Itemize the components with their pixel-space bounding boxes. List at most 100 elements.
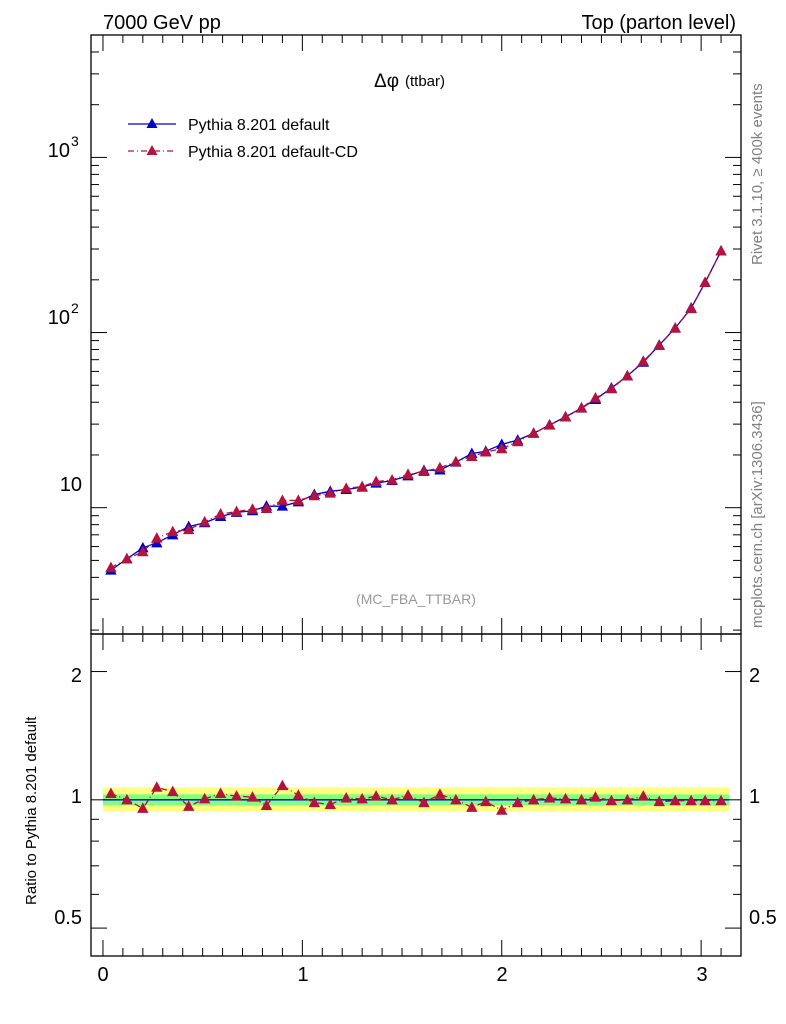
main-panel: 10 10 2 10 3 Δφ (ttbar) (MC_FBA_TTBAR) P… bbox=[48, 34, 742, 635]
series-cd-point bbox=[121, 552, 133, 564]
ratio-cd-point bbox=[559, 792, 572, 804]
ratio-data-layer bbox=[102, 779, 730, 815]
ratio-ytick-labels-right: 0.5 1 2 bbox=[749, 665, 777, 929]
series-cd-point bbox=[653, 339, 665, 350]
series-cd-point bbox=[434, 461, 446, 473]
main-ytick-label-3: 10 bbox=[48, 140, 70, 162]
series-cd-point bbox=[715, 245, 727, 256]
ratio-cd-point bbox=[543, 791, 556, 803]
side-text-top: Rivet 3.1.10, ≥ 400k events bbox=[749, 83, 766, 265]
ratio-cd-point bbox=[434, 788, 446, 799]
series-cd-line bbox=[110, 250, 722, 569]
header-left: 7000 GeV pp bbox=[103, 12, 221, 34]
ratio-cd-point bbox=[496, 804, 508, 815]
ratio-axis-ticks bbox=[91, 634, 742, 956]
ratio-cd-point bbox=[669, 794, 681, 806]
main-ytick-label-2: 10 bbox=[48, 307, 70, 329]
ratio-cd-point bbox=[511, 796, 524, 808]
ratio-cd-point bbox=[480, 795, 492, 807]
ratio-cd-point bbox=[466, 801, 478, 812]
main-data-layer bbox=[105, 245, 727, 575]
series-cd-point bbox=[198, 515, 211, 527]
xtick-label-2: 2 bbox=[496, 964, 507, 986]
ratio-cd-point bbox=[418, 796, 430, 808]
series-cd-point bbox=[105, 561, 117, 573]
series-cd-point bbox=[685, 302, 697, 314]
series-cd-point bbox=[605, 382, 618, 394]
xtick-label-0: 0 bbox=[97, 964, 108, 986]
ratio-ytick-right-0-5: 0.5 bbox=[749, 907, 777, 929]
series-default-point bbox=[276, 500, 289, 511]
ratio-ytick-left-1: 1 bbox=[71, 786, 82, 808]
ratio-cd-point bbox=[198, 792, 211, 804]
series-cd-point bbox=[370, 475, 382, 487]
series-cd-point bbox=[450, 455, 462, 467]
legend: Pythia 8.201 default Pythia 8.201 defaul… bbox=[128, 117, 358, 161]
ratio-cd-point bbox=[167, 785, 179, 797]
ratio-cd-point bbox=[402, 789, 414, 800]
series-cd-point bbox=[402, 468, 414, 479]
plot-subtitle: (ttbar) bbox=[405, 73, 445, 90]
series-cd-point bbox=[637, 355, 650, 366]
ratio-cd-point bbox=[182, 800, 195, 811]
ratio-cd-point bbox=[340, 791, 352, 803]
series-cd-point bbox=[480, 445, 492, 457]
series-cd-point bbox=[356, 480, 368, 492]
ratio-panel: 0.5 1 2 0.5 1 2 0 1 2 3 Ratio to Pythia … bbox=[23, 633, 777, 986]
ratio-cd-point bbox=[151, 781, 163, 792]
ratio-cd-point bbox=[685, 794, 697, 806]
legend-entry-default: Pythia 8.201 default bbox=[128, 117, 330, 134]
ratio-cd-point bbox=[292, 789, 305, 800]
ratio-cd-point bbox=[605, 794, 618, 806]
ratio-cd-point bbox=[699, 794, 711, 806]
main-ytick-exponent-2: 2 bbox=[71, 300, 79, 316]
ratio-cd-point bbox=[121, 793, 133, 805]
series-cd-point bbox=[511, 435, 524, 447]
ratio-ytick-labels-left: 0.5 1 2 bbox=[54, 665, 82, 929]
ratio-ytick-left-2: 2 bbox=[71, 665, 82, 687]
series-cd-point bbox=[340, 482, 352, 493]
legend-marker-cd bbox=[146, 145, 158, 155]
legend-label-cd: Pythia 8.201 default-CD bbox=[188, 144, 358, 161]
ratio-cd-line bbox=[110, 784, 722, 812]
series-cd-point bbox=[167, 525, 179, 537]
series-cd-point bbox=[669, 322, 681, 333]
series-cd-point bbox=[260, 502, 273, 513]
ratio-ytick-left-0-5: 0.5 bbox=[54, 907, 82, 929]
ratio-cd-point bbox=[324, 798, 336, 810]
ratio-cd-point bbox=[621, 793, 634, 805]
analysis-watermark: (MC_FBA_TTBAR) bbox=[356, 591, 476, 607]
xtick-label-3: 3 bbox=[696, 964, 707, 986]
legend-marker-default bbox=[146, 118, 158, 128]
series-cd-point bbox=[151, 532, 163, 543]
ratio-cd-point bbox=[105, 787, 117, 798]
ratio-cd-point bbox=[589, 791, 602, 802]
series-cd-point bbox=[308, 489, 321, 501]
ratio-cd-point bbox=[575, 793, 588, 805]
xtick-label-1: 1 bbox=[297, 964, 308, 986]
series-cd-point bbox=[589, 391, 602, 403]
ratio-cd-point bbox=[308, 796, 321, 808]
ratio-cd-point bbox=[230, 790, 243, 801]
main-ytick-exponent-3: 3 bbox=[71, 133, 79, 149]
ratio-cd-point bbox=[527, 793, 540, 805]
series-cd-point bbox=[246, 503, 259, 514]
series-cd-point bbox=[214, 508, 227, 519]
ratio-cd-point bbox=[715, 794, 727, 806]
series-cd-point bbox=[621, 369, 634, 381]
series-cd-point bbox=[527, 427, 540, 438]
series-cd-point bbox=[324, 487, 336, 498]
header-right: Top (parton level) bbox=[581, 12, 736, 34]
ratio-cd-point bbox=[214, 787, 227, 798]
legend-label-default: Pythia 8.201 default bbox=[188, 117, 330, 134]
series-cd-point bbox=[575, 401, 588, 413]
ratio-cd-point bbox=[637, 790, 650, 801]
series-cd-point bbox=[559, 410, 572, 422]
series-cd-point bbox=[276, 494, 289, 505]
series-cd-point bbox=[699, 276, 711, 288]
ratio-ytick-right-1: 1 bbox=[749, 786, 760, 808]
ratio-cd-point bbox=[450, 793, 462, 805]
ratio-cd-point bbox=[137, 802, 149, 813]
ratio-frame bbox=[90, 633, 742, 957]
